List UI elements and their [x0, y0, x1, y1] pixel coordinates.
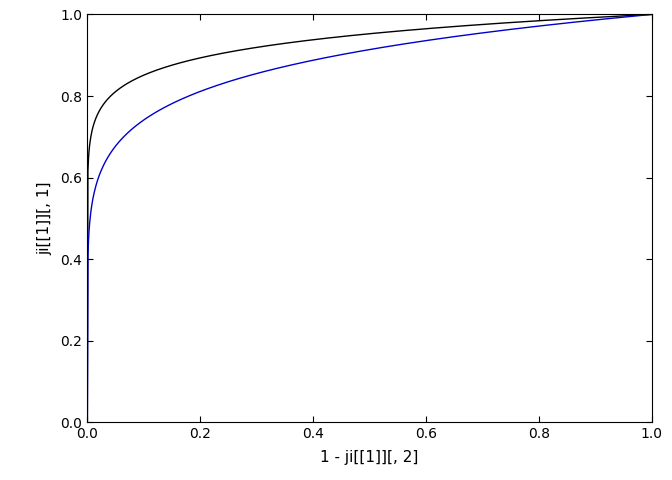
Y-axis label: ji[[1]][, 1]: ji[[1]][, 1] — [37, 181, 52, 255]
X-axis label: 1 - ji[[1]][, 2]: 1 - ji[[1]][, 2] — [321, 450, 419, 465]
